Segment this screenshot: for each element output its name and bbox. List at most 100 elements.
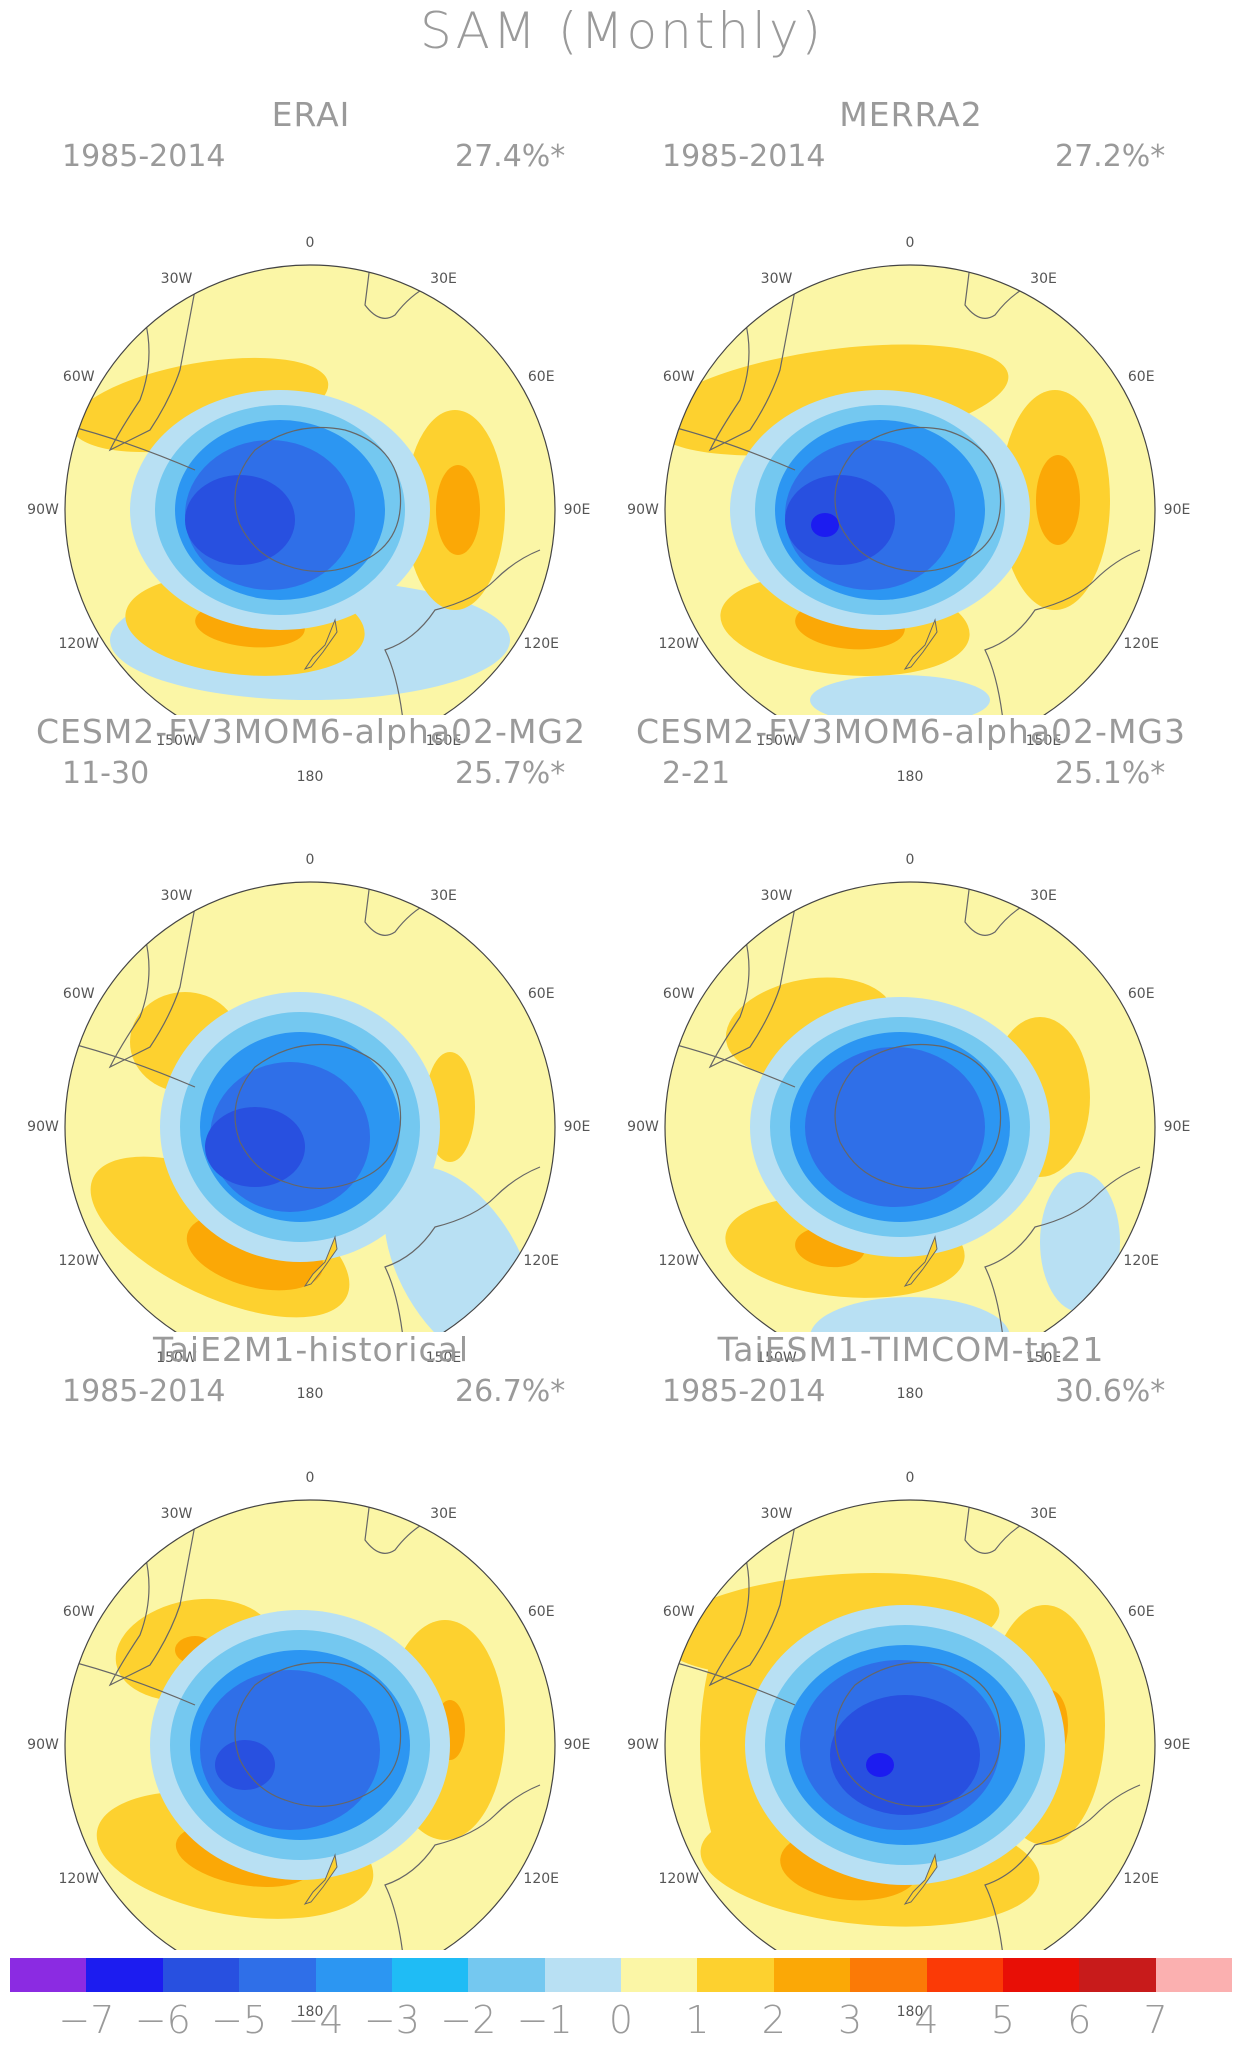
anomaly-contour xyxy=(811,513,839,537)
polar-map xyxy=(664,881,1156,1332)
longitude-label: 120E xyxy=(1123,1870,1160,1887)
south-america-outline xyxy=(708,1524,796,1687)
map-border xyxy=(64,881,556,1332)
longitude-label: 60E xyxy=(1127,368,1155,385)
colorbar-cell xyxy=(239,1958,316,1992)
longitude-label: 60W xyxy=(62,1603,95,1620)
longitude-label: 150W xyxy=(156,1350,197,1367)
panel-variance: 25.1%* xyxy=(1055,756,1166,791)
colorbar-cell xyxy=(926,1958,1003,1992)
longitude-label: 150W xyxy=(756,1350,797,1367)
longitude-label: 90E xyxy=(1163,1737,1191,1753)
panel-title: CESM2-FV3MOM6-alpha02-MG2 xyxy=(35,712,586,751)
map-border xyxy=(664,264,1156,715)
longitude-label: 30E xyxy=(1030,887,1057,904)
longitude-label: 60E xyxy=(527,368,555,385)
longitude-label: 150E xyxy=(425,733,462,750)
longitude-label: 30W xyxy=(160,1505,193,1522)
longitude-label: 120W xyxy=(658,1252,700,1269)
longitude-label: 120E xyxy=(1123,635,1160,652)
longitude-label: 180 xyxy=(896,769,924,785)
antarctica-outline xyxy=(234,1662,402,1807)
colorbar-cell xyxy=(850,1958,927,1992)
australia-outline xyxy=(384,1784,541,1950)
colorbar-cell xyxy=(544,1958,621,1992)
australia-outline xyxy=(984,1784,1141,1950)
new-zealand-outline xyxy=(903,618,938,670)
map-border xyxy=(64,1499,556,1950)
anomaly-contour xyxy=(866,1753,894,1777)
map-border xyxy=(64,264,556,715)
colorbar-label: −5 xyxy=(211,1998,268,2042)
colorbar-label: −1 xyxy=(516,1998,573,2042)
longitude-label: 0 xyxy=(905,235,915,251)
anomaly-contour xyxy=(205,1107,305,1187)
longitude-label: 90W xyxy=(627,1119,659,1135)
longitude-label: 60W xyxy=(662,1603,695,1620)
colorbar-labels: −7 −6 −5 −4 −3 −2 −1 0 1 2 3 4 5 6 7 xyxy=(10,1998,1232,2046)
panel-title: TaiE2M1-historical xyxy=(153,1330,469,1369)
colorbar-label: 6 xyxy=(1067,1998,1092,2042)
polar-map xyxy=(664,1499,1156,1950)
longitude-label: 90W xyxy=(27,1119,59,1135)
longitude-label: 0 xyxy=(905,852,915,868)
longitude-label: 60E xyxy=(527,985,555,1002)
longitude-label: 120E xyxy=(523,1252,560,1269)
longitude-label: 120E xyxy=(523,635,560,652)
longitude-label: 30E xyxy=(430,887,457,904)
panel-title: ERAI xyxy=(271,95,351,134)
longitude-label: 180 xyxy=(896,1386,924,1402)
longitude-label: 60W xyxy=(662,985,695,1002)
longitude-label: 120E xyxy=(523,1870,560,1887)
colorbar-cell xyxy=(391,1958,469,1992)
anomaly-contour xyxy=(185,475,295,565)
map-panel: ERAI 1985-2014 27.4%* 0 30E 60E 90E 120E 150E 180… xyxy=(0,95,622,785)
map-border xyxy=(664,881,1156,1332)
map-panel: CESM2-FV3MOM6-alpha02-MG3 2-21 25.1%* 0 30E 6… xyxy=(600,712,1222,1402)
longitude-label: 60W xyxy=(62,985,95,1002)
longitude-label: 90W xyxy=(627,1737,659,1753)
longitude-label: 150W xyxy=(156,733,197,750)
longitude-label: 60W xyxy=(62,368,95,385)
panel-period: 11-30 xyxy=(62,756,150,791)
longitude-label: 30W xyxy=(760,1505,793,1522)
colorbar-cell xyxy=(10,1958,87,1992)
longitude-label: 0 xyxy=(305,852,315,868)
antarctica-outline xyxy=(234,1044,402,1189)
longitude-label: 60E xyxy=(1127,1603,1155,1620)
longitude-label: 150E xyxy=(425,1350,462,1367)
panel-title: TaiESM1-TIMCOM-tn21 xyxy=(717,1330,1105,1369)
anomaly-contour xyxy=(805,1047,985,1207)
colorbar-label: −2 xyxy=(440,1998,497,2042)
colorbar-label: −6 xyxy=(134,1998,191,2042)
longitude-label: 150E xyxy=(1025,1350,1062,1367)
new-zealand-outline xyxy=(903,1235,938,1287)
south-america-outline xyxy=(108,289,196,452)
longitude-label: 180 xyxy=(296,2004,324,2020)
anomaly-contour xyxy=(810,675,990,715)
new-zealand-outline xyxy=(303,1853,338,1905)
anomaly-contour xyxy=(1040,1172,1120,1312)
panel-title: MERRA2 xyxy=(839,95,983,134)
australia-outline xyxy=(384,549,541,715)
panel-variance: 25.7%* xyxy=(455,756,566,791)
longitude-label: 60E xyxy=(527,1603,555,1620)
longitude-label: 60E xyxy=(1127,985,1155,1002)
panel-period: 1985-2014 xyxy=(62,139,226,174)
colorbar-cell xyxy=(773,1958,851,1992)
colorbar-label: 1 xyxy=(685,1998,710,2042)
australia-outline xyxy=(384,1166,541,1332)
longitude-label: 0 xyxy=(905,1470,915,1486)
longitude-label: 0 xyxy=(305,1470,315,1486)
panel-title: CESM2-FV3MOM6-alpha02-MG3 xyxy=(635,712,1186,751)
longitude-label: 30E xyxy=(430,270,457,287)
longitude-label: 90E xyxy=(563,502,591,518)
new-zealand-outline xyxy=(303,1235,338,1287)
longitude-label: 90E xyxy=(1163,502,1191,518)
colorbar-label: −4 xyxy=(287,1998,344,2042)
anomaly-contour xyxy=(810,1297,1010,1332)
colorbar-label: 5 xyxy=(990,1998,1015,2042)
longitude-label: 90W xyxy=(27,502,59,518)
antarctica-outline xyxy=(834,1662,1002,1807)
longitude-label: 120W xyxy=(58,635,100,652)
